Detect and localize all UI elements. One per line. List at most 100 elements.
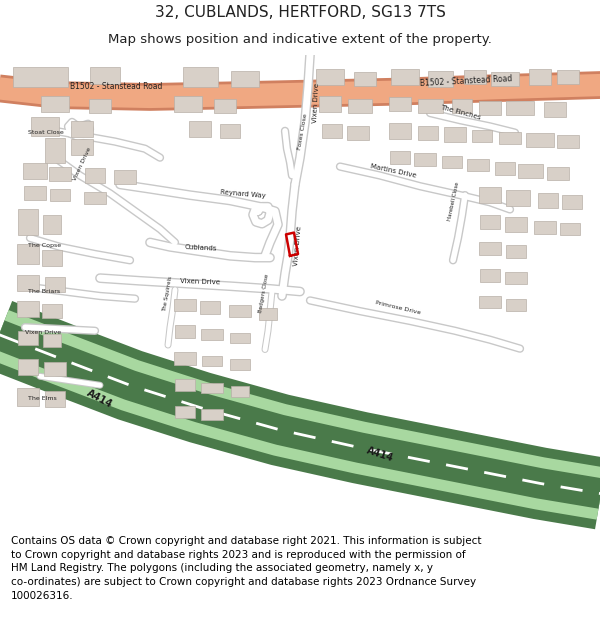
Bar: [230, 332, 250, 343]
Bar: [189, 121, 211, 137]
Bar: [479, 296, 501, 309]
Text: Badgers Close: Badgers Close: [258, 274, 270, 313]
Text: 32, CUBLANDS, HERTFORD, SG13 7TS: 32, CUBLANDS, HERTFORD, SG13 7TS: [155, 4, 445, 19]
Bar: [526, 132, 554, 147]
Bar: [31, 117, 59, 136]
Bar: [182, 68, 218, 87]
Bar: [17, 274, 39, 291]
Bar: [45, 391, 65, 407]
Text: Stoat Close: Stoat Close: [28, 129, 64, 134]
Bar: [464, 70, 486, 84]
Bar: [534, 221, 556, 234]
Bar: [506, 245, 526, 258]
Bar: [13, 68, 67, 87]
Bar: [389, 97, 411, 111]
Bar: [472, 130, 492, 142]
Bar: [42, 249, 62, 266]
Bar: [444, 127, 466, 142]
Bar: [90, 68, 120, 84]
Bar: [71, 121, 93, 137]
Text: B1502 - Stanstead Road: B1502 - Stanstead Road: [70, 82, 163, 91]
Bar: [85, 168, 105, 182]
Bar: [389, 123, 411, 139]
Bar: [18, 331, 38, 345]
Text: Map shows position and indicative extent of the property.: Map shows position and indicative extent…: [108, 33, 492, 46]
Bar: [43, 334, 61, 347]
Bar: [557, 136, 579, 148]
Bar: [442, 156, 462, 168]
Bar: [175, 326, 195, 338]
Bar: [43, 215, 61, 234]
Text: Primrose Drive: Primrose Drive: [375, 301, 421, 316]
Text: Vixen Drive: Vixen Drive: [293, 226, 303, 266]
Bar: [495, 162, 515, 174]
Bar: [17, 388, 39, 406]
Bar: [427, 71, 452, 87]
Bar: [89, 99, 111, 113]
Bar: [391, 69, 419, 86]
Bar: [45, 278, 65, 291]
Bar: [231, 71, 259, 87]
Bar: [517, 164, 542, 178]
Bar: [174, 352, 196, 365]
Bar: [200, 301, 220, 314]
Text: The Finches: The Finches: [440, 104, 482, 121]
Bar: [49, 167, 71, 181]
Bar: [348, 99, 372, 113]
Bar: [50, 189, 70, 201]
Bar: [390, 151, 410, 164]
Bar: [202, 356, 222, 366]
Bar: [538, 193, 558, 208]
Bar: [44, 362, 66, 376]
Bar: [480, 215, 500, 229]
Bar: [560, 222, 580, 235]
Bar: [41, 96, 69, 112]
Bar: [231, 386, 249, 397]
Bar: [322, 124, 342, 138]
Bar: [175, 379, 195, 391]
Text: The Squirrels: The Squirrels: [162, 276, 173, 312]
Bar: [414, 153, 436, 166]
Bar: [505, 217, 527, 232]
Bar: [529, 69, 551, 86]
Bar: [42, 304, 62, 318]
Bar: [84, 191, 106, 204]
Text: Vixen Drive: Vixen Drive: [180, 278, 220, 286]
Bar: [214, 99, 236, 113]
Text: The Elms: The Elms: [28, 396, 57, 401]
Text: Vixen Drive: Vixen Drive: [312, 82, 320, 123]
Text: Reynard Way: Reynard Way: [220, 189, 266, 199]
Text: B1502 - Stanstead Road: B1502 - Stanstead Road: [420, 74, 513, 88]
Bar: [418, 99, 443, 113]
Bar: [479, 187, 501, 203]
Text: Vixen Drive: Vixen Drive: [25, 331, 61, 336]
Bar: [174, 299, 196, 311]
Bar: [354, 72, 376, 86]
Text: A414: A414: [365, 445, 395, 463]
Bar: [18, 359, 38, 376]
Bar: [562, 195, 582, 209]
Bar: [506, 190, 530, 206]
Text: Foxes Close: Foxes Close: [297, 112, 308, 150]
Bar: [491, 72, 519, 86]
Text: The Briars: The Briars: [28, 289, 60, 294]
Bar: [418, 126, 438, 140]
Bar: [506, 299, 526, 311]
Bar: [24, 186, 46, 201]
Text: Martins Drive: Martins Drive: [370, 162, 417, 178]
Bar: [201, 409, 223, 420]
Text: Vixen Drive: Vixen Drive: [72, 146, 92, 181]
Text: Contains OS data © Crown copyright and database right 2021. This information is : Contains OS data © Crown copyright and d…: [11, 536, 481, 601]
Bar: [259, 308, 277, 320]
Bar: [499, 132, 521, 144]
Bar: [547, 168, 569, 180]
Bar: [544, 102, 566, 117]
Text: A414: A414: [85, 388, 115, 409]
Bar: [479, 101, 501, 115]
Text: Harebell Close: Harebell Close: [447, 181, 460, 221]
Bar: [506, 101, 534, 115]
Bar: [175, 406, 195, 418]
Bar: [17, 244, 39, 264]
Bar: [71, 139, 93, 155]
Bar: [319, 96, 341, 112]
